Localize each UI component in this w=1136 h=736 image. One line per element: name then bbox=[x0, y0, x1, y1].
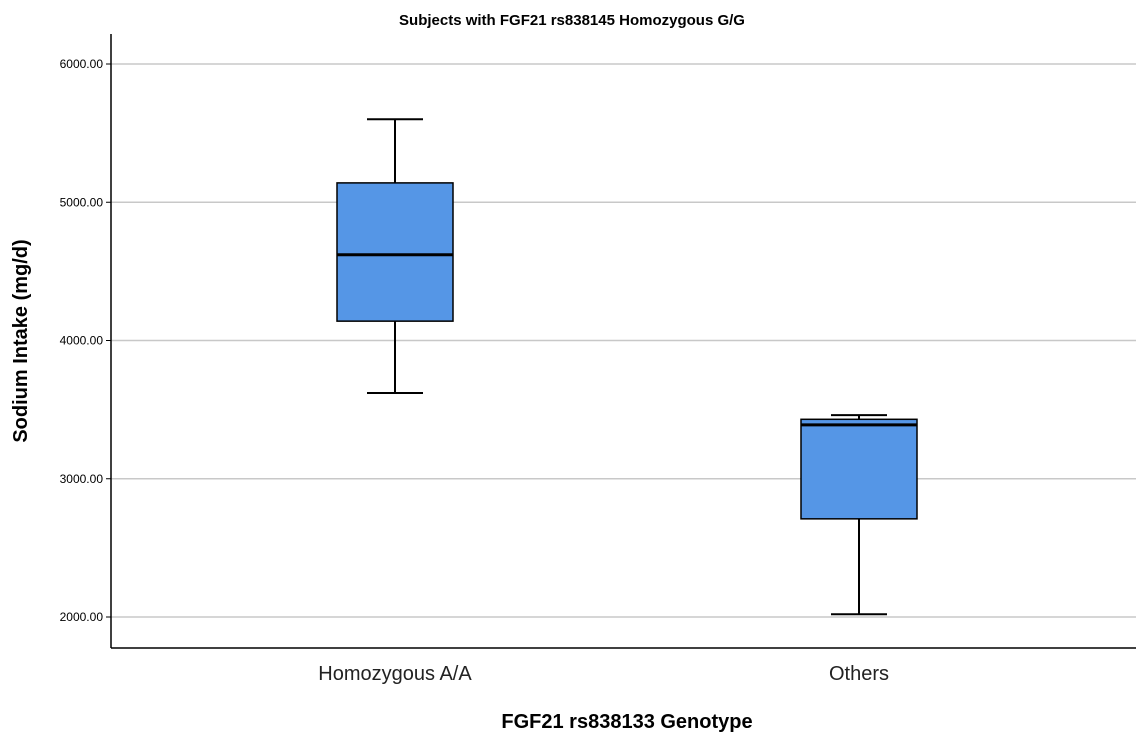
box-2 bbox=[800, 414, 918, 616]
boxes bbox=[336, 118, 918, 616]
y-axis-title: Sodium Intake (mg/d) bbox=[10, 239, 32, 442]
chart-title: Subjects with FGF21 rs838145 Homozygous … bbox=[399, 12, 745, 29]
y-tick-label: 5000.00 bbox=[60, 195, 104, 209]
iqr-box bbox=[336, 182, 454, 322]
y-tick-label: 6000.00 bbox=[60, 57, 104, 71]
x-category-labels: Homozygous A/A Others bbox=[318, 663, 889, 685]
y-tick-label: 2000.00 bbox=[60, 610, 104, 624]
x-category-label: Homozygous A/A bbox=[318, 663, 472, 685]
x-category-label: Others bbox=[829, 663, 889, 685]
y-tick-label: 3000.00 bbox=[60, 472, 104, 486]
grid-lines bbox=[111, 63, 1136, 618]
iqr-box bbox=[800, 418, 918, 520]
x-axis-title: FGF21 rs838133 Genotype bbox=[501, 711, 752, 733]
box-1 bbox=[336, 118, 454, 395]
y-tick-label: 4000.00 bbox=[60, 334, 104, 348]
y-tick-labels: 2000.00 3000.00 4000.00 5000.00 6000.00 bbox=[60, 57, 111, 624]
